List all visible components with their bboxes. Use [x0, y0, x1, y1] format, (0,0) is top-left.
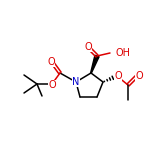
Text: O: O: [48, 80, 56, 90]
Text: N: N: [72, 77, 80, 87]
Text: O: O: [84, 42, 92, 52]
Text: O: O: [135, 71, 143, 81]
Text: O: O: [114, 71, 122, 81]
Polygon shape: [91, 55, 99, 73]
Text: O: O: [47, 57, 55, 67]
Text: OH: OH: [115, 48, 130, 58]
